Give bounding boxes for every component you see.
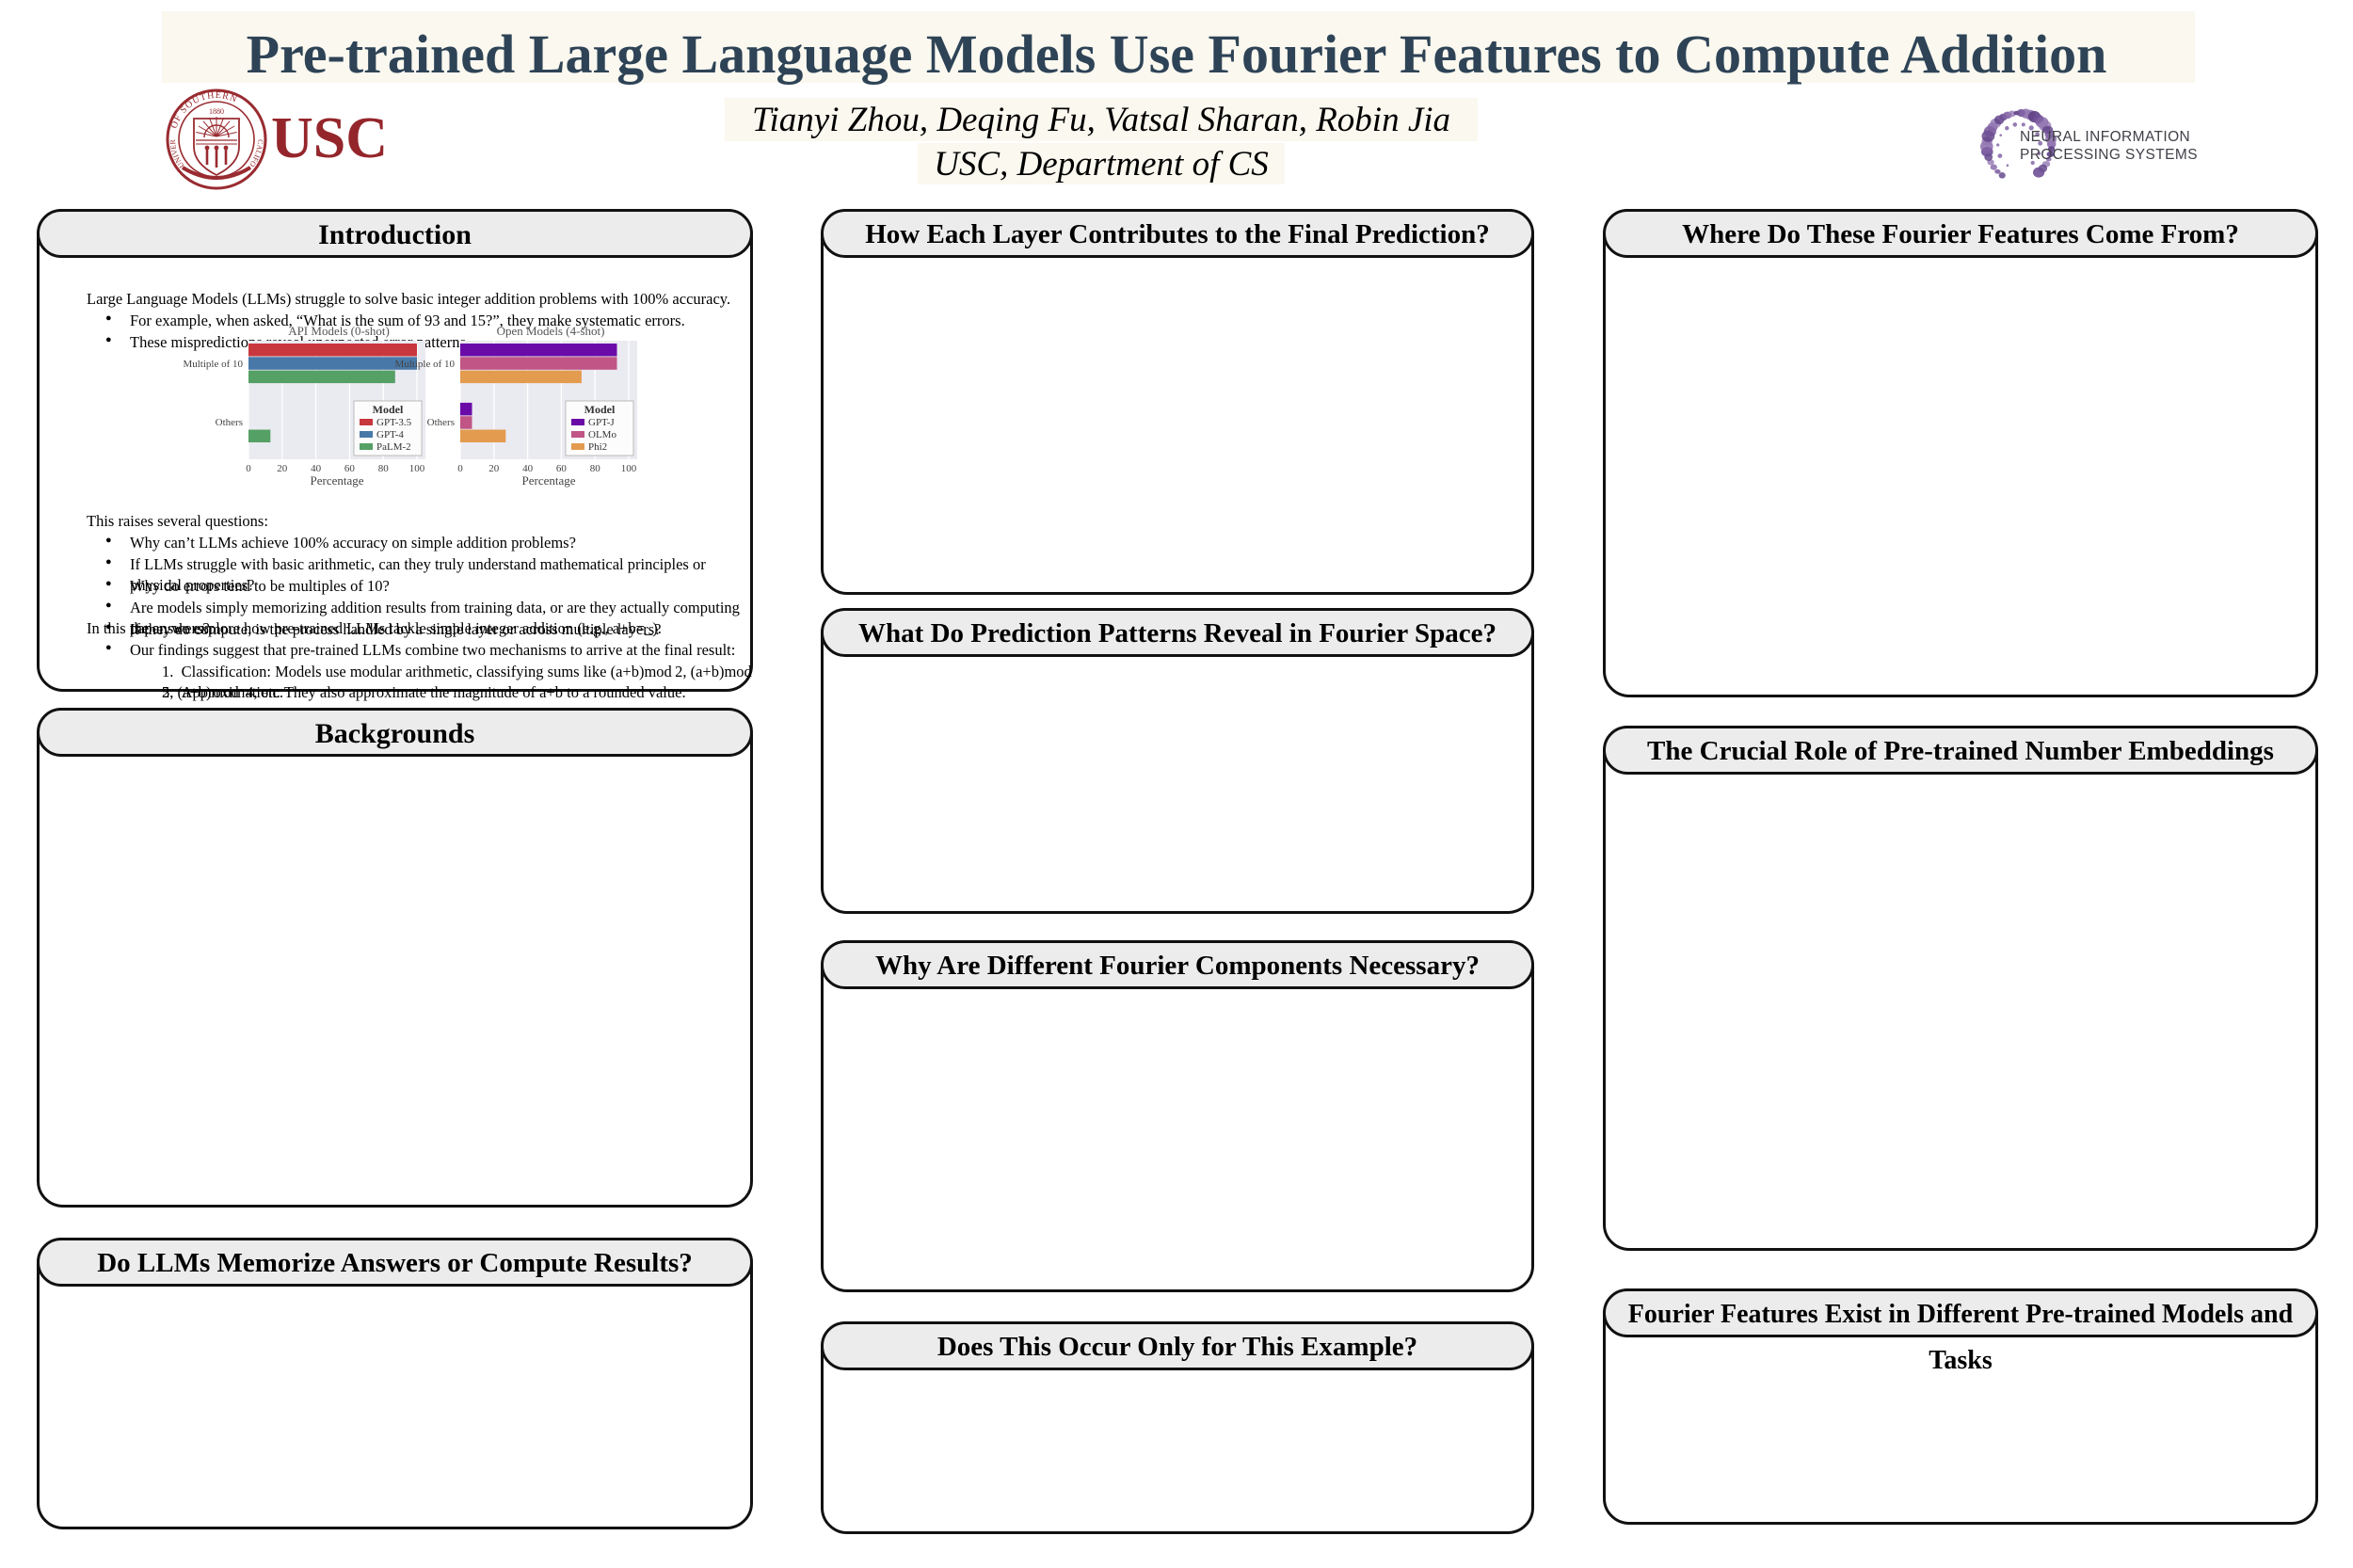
svg-text:Others: Others [216, 417, 243, 428]
svg-text:20: 20 [277, 463, 288, 474]
svg-text:Multiple of 10: Multiple of 10 [183, 359, 243, 370]
svg-text:Model: Model [584, 403, 616, 416]
svg-text:Percentage: Percentage [310, 473, 363, 488]
svg-text:Model: Model [373, 403, 404, 416]
svg-text:0: 0 [457, 463, 463, 474]
svg-text:GPT-4: GPT-4 [376, 429, 404, 440]
svg-text:Phi2: Phi2 [588, 441, 607, 453]
svg-text:100: 100 [621, 463, 637, 474]
svg-text:Percentage: Percentage [521, 473, 575, 488]
svg-text:1880: 1880 [209, 107, 224, 116]
svg-text:GPT-J: GPT-J [588, 417, 615, 428]
svg-text:60: 60 [344, 463, 356, 474]
svg-text:40: 40 [311, 463, 322, 474]
svg-text:Multiple of 10: Multiple of 10 [394, 359, 455, 370]
svg-text:80: 80 [590, 463, 601, 474]
svg-text:GPT-3.5: GPT-3.5 [376, 417, 412, 428]
svg-text:Others: Others [427, 417, 455, 428]
svg-text:Open Models (4-shot): Open Models (4-shot) [497, 324, 605, 338]
svg-text:100: 100 [409, 463, 425, 474]
svg-text:PaLM-2: PaLM-2 [376, 441, 411, 453]
svg-text:40: 40 [522, 463, 534, 474]
svg-text:API Models (0-shot): API Models (0-shot) [288, 324, 390, 338]
svg-text:80: 80 [378, 463, 390, 474]
svg-text:0: 0 [246, 463, 251, 474]
svg-text:60: 60 [556, 463, 568, 474]
svg-text:20: 20 [488, 463, 500, 474]
svg-text:OLMo: OLMo [588, 429, 616, 440]
